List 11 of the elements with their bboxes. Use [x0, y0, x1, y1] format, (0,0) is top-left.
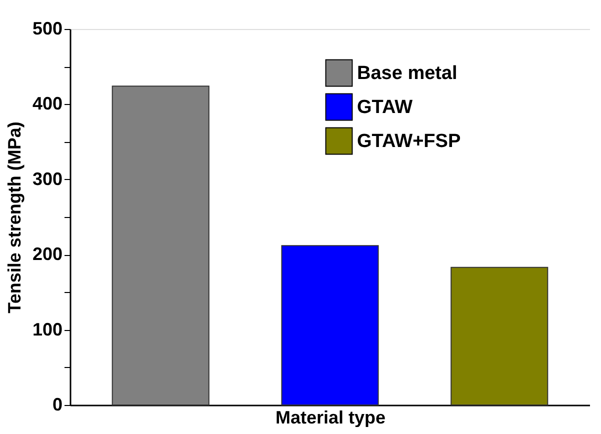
y-tick-label: 400	[32, 94, 62, 114]
y-tick-label: 100	[32, 319, 62, 340]
legend-label: GTAW	[357, 97, 413, 118]
y-axis-title: Tensile strength (MPa)	[4, 122, 24, 314]
y-tick-label: 200	[32, 244, 62, 264]
y-tick-label: 500	[32, 18, 62, 38]
y-tick-label: 0	[52, 394, 62, 414]
y-tick-label: 300	[32, 168, 62, 189]
legend-label: Base metal	[357, 63, 458, 84]
x-axis-title: Material type	[275, 408, 386, 428]
legend-label: GTAW+FSP	[357, 131, 461, 152]
